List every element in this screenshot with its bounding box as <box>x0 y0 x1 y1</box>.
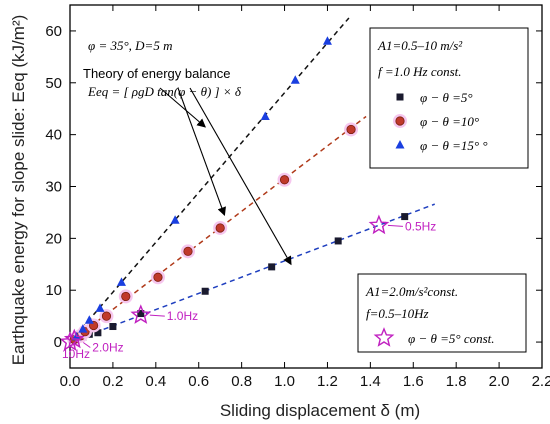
freq-arrow <box>387 224 403 227</box>
point-triangle <box>260 111 270 120</box>
point-triangle <box>95 303 105 312</box>
x-tick-label: 1.8 <box>446 373 467 390</box>
freq-arrow <box>83 342 91 348</box>
point-triangle <box>116 277 126 286</box>
freq-arrow <box>149 314 165 317</box>
y-tick-label: 0 <box>54 334 62 351</box>
point-circle <box>121 291 131 302</box>
point-square <box>401 213 409 221</box>
point-square <box>137 310 145 318</box>
parameter-text: φ = 35°, D=5 m <box>88 38 172 53</box>
legend-square <box>396 93 404 101</box>
legend-star <box>373 327 395 347</box>
legend-bottom-box <box>357 273 527 353</box>
freq-label: 1.0Hz <box>167 309 198 323</box>
theory-formula: Eeq = [ ρgD tan(φ − θ) ] × δ <box>87 84 242 99</box>
point-star <box>63 328 85 349</box>
point-triangle <box>290 75 300 84</box>
axis-ticks <box>69 5 543 368</box>
point-square <box>201 287 209 295</box>
point-circle <box>153 272 163 282</box>
legend-top-markers <box>393 93 407 149</box>
point-circle <box>183 246 193 256</box>
data-markers <box>59 36 409 351</box>
y-tick-label: 50 <box>45 75 62 92</box>
fit-lines <box>69 17 435 343</box>
legend-top-line1: A1=0.5–10 m/s² <box>377 38 463 53</box>
x-tick-label: 0.4 <box>145 373 166 390</box>
x-tick-label: 0.6 <box>188 373 209 390</box>
legend-bottom-line1: A1=2.0m/s²const. <box>365 284 458 299</box>
theory-title: Theory of energy balance <box>83 66 230 81</box>
point-triangle <box>84 315 94 324</box>
x-tick-label: 0.8 <box>231 373 252 390</box>
legend-bottom: A1=2.0m/s²const. f=0.5–10Hz φ − θ =5° co… <box>357 273 527 353</box>
x-tick-label: 1.0 <box>274 373 295 390</box>
point-triangle <box>78 324 88 333</box>
tick-labels: 0.0 0.2 0.4 0.6 0.8 1.0 1.2 1.4 1.6 1.8 2.0 2.2 0 10 2… <box>45 23 550 390</box>
legend-top-line2: f =1.0 Hz const. <box>378 64 462 79</box>
legend-entry-const: φ − θ =5° const. <box>408 331 495 346</box>
point-star <box>130 304 152 324</box>
legend-top: A1=0.5–10 m/s² f =1.0 Hz const. φ − θ =5… <box>369 27 529 169</box>
fit-line-1 <box>69 115 367 343</box>
theory-arrow <box>177 87 226 217</box>
point-square <box>94 329 102 337</box>
x-tick-label: 0.2 <box>102 373 123 390</box>
point-star <box>368 214 390 235</box>
theory-arrow <box>189 87 292 266</box>
point-square <box>109 323 117 331</box>
freq-label: 2.0Hz <box>92 340 123 354</box>
point-triangle <box>170 215 180 224</box>
legend-top-box <box>369 27 529 169</box>
y-tick-label: 20 <box>45 230 62 247</box>
y-tick-label: 10 <box>45 282 62 299</box>
x-tick-label: 1.4 <box>360 373 381 390</box>
point-circle <box>101 311 112 321</box>
x-tick-label: 2.2 <box>532 373 550 390</box>
x-axis-title: Sliding displacement δ (m) <box>220 401 420 420</box>
point-square <box>268 263 276 271</box>
legend-entry-15: φ − θ =15° ° <box>420 138 488 153</box>
point-triangle <box>322 36 332 45</box>
legend-bottom-line2: f=0.5–10Hz <box>366 306 429 321</box>
x-tick-label: 0.0 <box>60 373 81 390</box>
freq-label: 10Hz <box>62 347 90 361</box>
point-square <box>334 237 342 245</box>
fit-line-0 <box>69 203 435 343</box>
legend-triangle <box>395 140 405 149</box>
y-tick-label: 60 <box>45 23 62 40</box>
point-circle <box>346 124 356 135</box>
x-tick-label: 1.6 <box>403 373 424 390</box>
legend-circle <box>395 116 405 126</box>
legend-entry-5: φ − θ =5° <box>420 90 473 105</box>
legend-entry-10: φ − θ =10° <box>420 114 479 129</box>
point-circle <box>215 223 225 233</box>
x-tick-label: 2.0 <box>489 373 510 390</box>
freq-label: 0.5Hz <box>405 219 436 233</box>
y-tick-label: 40 <box>45 127 62 144</box>
x-tick-label: 1.2 <box>317 373 338 390</box>
point-circle <box>279 175 290 185</box>
annotation-arrows <box>159 87 292 266</box>
legend-bottom-marker <box>373 327 395 347</box>
y-tick-label: 30 <box>45 179 62 196</box>
y-axis-title: Earthquake energy for slope slide: Eeq (… <box>9 15 28 366</box>
theory-arrow <box>159 87 206 128</box>
